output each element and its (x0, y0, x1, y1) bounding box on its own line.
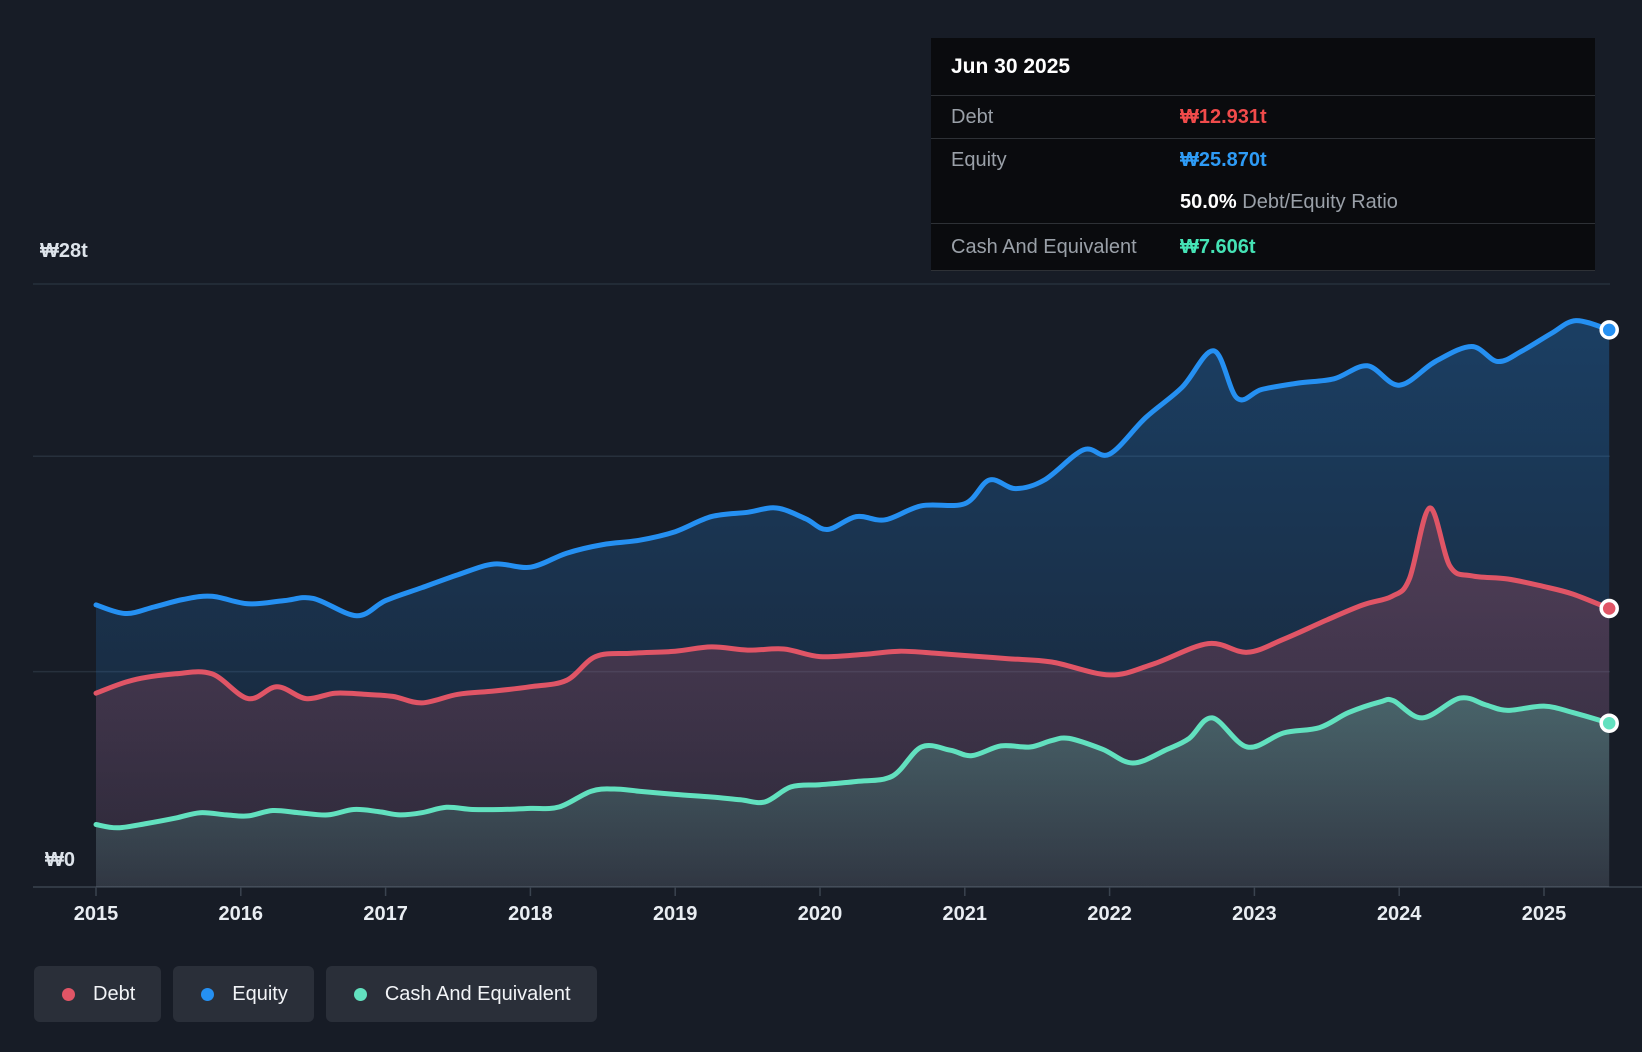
legend-chip-equity[interactable]: Equity (173, 966, 314, 1022)
cash-and-equivalent-line (93, 695, 1612, 831)
x-axis-label-2020: 2020 (797, 903, 843, 925)
tooltip-date: Jun 30 2025 (931, 38, 1595, 96)
chart-tooltip: Jun 30 2025 Debt ₩12.931t Equity ₩25.870… (931, 38, 1595, 271)
x-axis-label-2018: 2018 (508, 903, 553, 925)
debt-series-dot-icon (62, 987, 75, 1001)
x-axis-label-2016: 2016 (218, 903, 264, 925)
x-axis-label-2015: 2015 (73, 903, 119, 925)
x-axis-label-2019: 2019 (652, 903, 698, 925)
legend-label-cash: Cash And Equivalent (384, 982, 571, 1005)
tooltip-row-equity: Equity ₩25.870t (931, 139, 1595, 181)
cash-and-equivalent-end-marker[interactable] (1599, 713, 1619, 733)
cash-and-equivalent-area (96, 697, 1610, 887)
legend-chip-cash[interactable]: Cash And Equivalent (325, 966, 597, 1022)
equity-label: Equity (951, 148, 1007, 171)
equity-value: ₩25.870t (1180, 148, 1267, 171)
tooltip-row-cash: Cash And Equivalent ₩7.606t (931, 224, 1595, 271)
debt-end-marker[interactable] (1599, 598, 1619, 619)
debt-value: ₩12.931t (1180, 105, 1267, 128)
equity-line (93, 318, 1612, 619)
tooltip-row-debt: Debt ₩12.931t (931, 96, 1595, 139)
x-axis-label-2024: 2024 (1376, 903, 1422, 925)
debt-line (93, 505, 1612, 706)
legend-label-equity: Equity (232, 982, 288, 1005)
debt-equity-ratio-label: Debt/Equity Ratio (1242, 190, 1398, 213)
equity-end-marker[interactable] (1599, 320, 1619, 340)
y-axis-label-max: ₩28t (40, 240, 88, 262)
tooltip-row-ratio: 50.0% Debt/Equity Ratio (931, 181, 1595, 224)
legend: Debt Equity Cash And Equivalent (34, 966, 597, 1022)
x-axis-label-2022: 2022 (1087, 903, 1132, 925)
x-axis-label-2025: 2025 (1521, 903, 1567, 925)
y-axis-label-zero: ₩0 (45, 849, 75, 871)
legend-chip-debt[interactable]: Debt (34, 966, 162, 1022)
cash-value: ₩7.606t (1180, 235, 1256, 258)
legend-label-debt: Debt (93, 982, 136, 1005)
cash-label: Cash And Equivalent (951, 235, 1137, 258)
debt-label: Debt (951, 105, 994, 128)
cash-series-dot-icon (353, 987, 367, 1001)
x-axis-label-2021: 2021 (942, 903, 988, 925)
equity-series-dot-icon (201, 987, 215, 1001)
x-axis-label-2017: 2017 (363, 903, 408, 925)
x-axis-label-2023: 2023 (1232, 903, 1277, 925)
debt-equity-ratio-value: 50.0% (1180, 190, 1237, 213)
